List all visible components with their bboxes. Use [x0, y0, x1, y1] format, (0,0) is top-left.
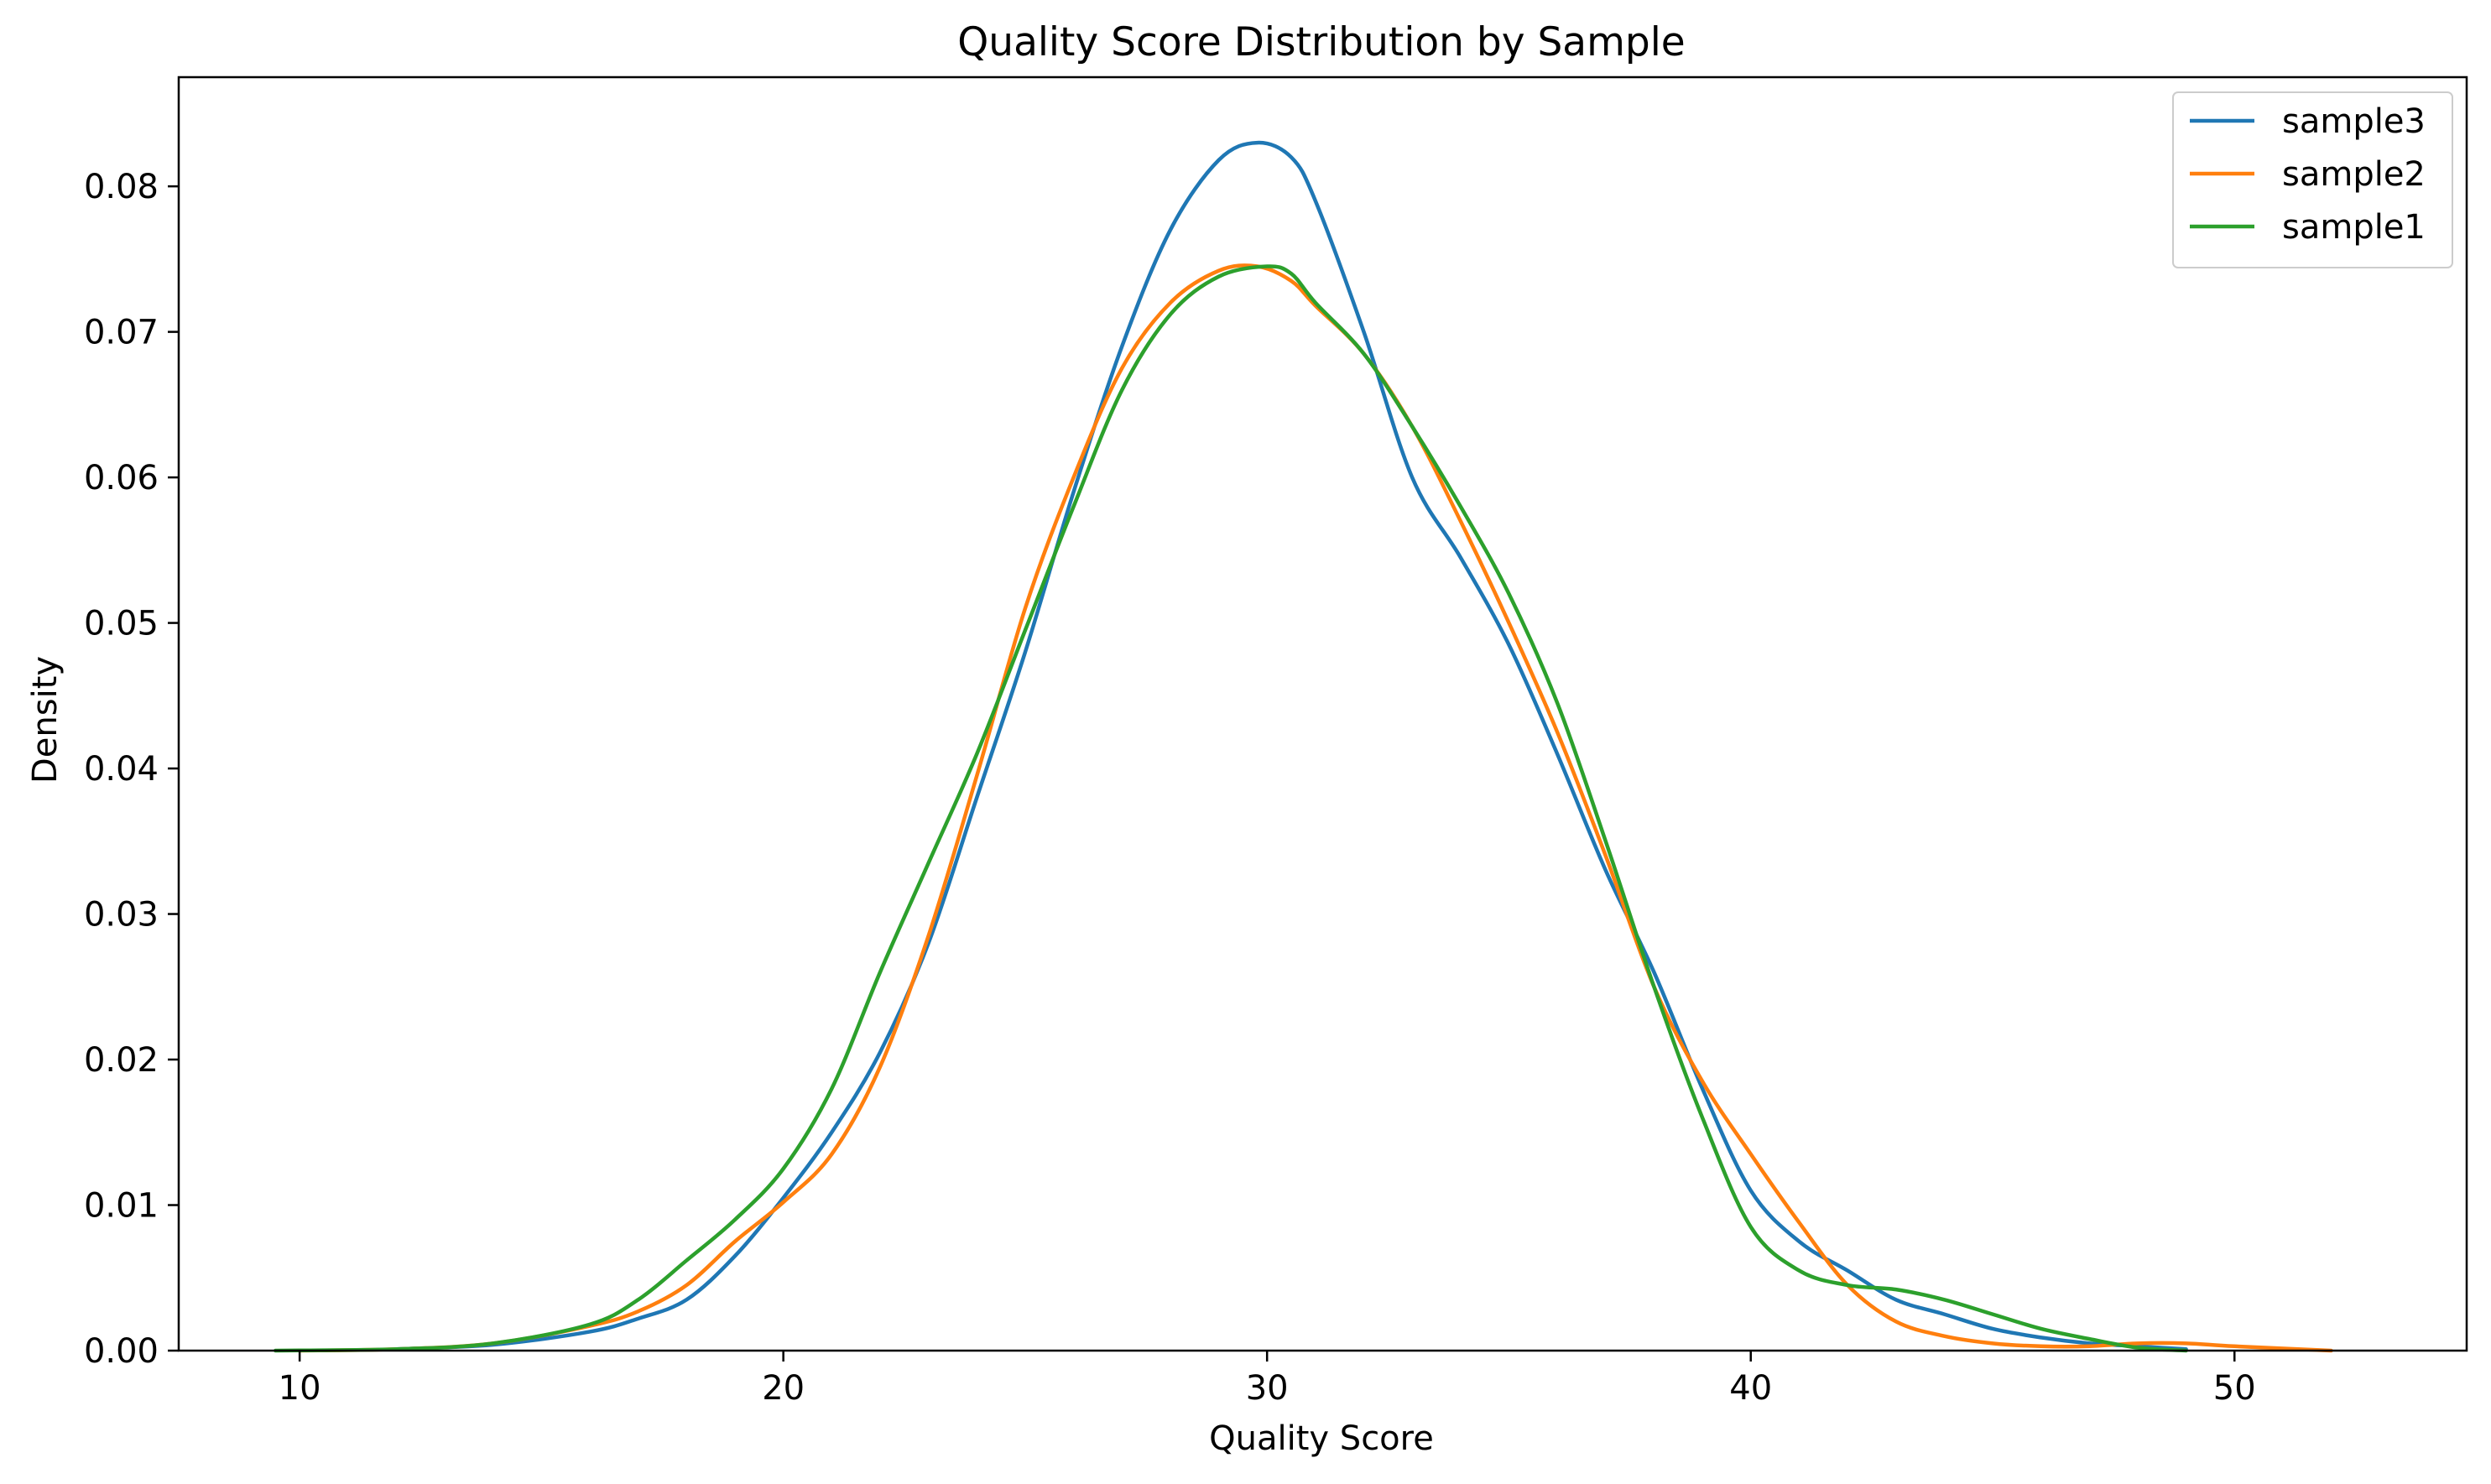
legend-label-sample1: sample1 [2282, 208, 2426, 247]
y-tick-label: 0.03 [84, 896, 159, 935]
y-tick-label: 0.07 [84, 314, 159, 352]
y-tick-label: 0.02 [84, 1041, 159, 1080]
x-tick-label: 30 [1246, 1369, 1289, 1408]
y-tick-label: 0.01 [84, 1187, 159, 1226]
axes: 10 20 30 40 50 0.00 0.01 0.02 0.03 0.04 0.05 0.06 0.… [84, 76, 2468, 1408]
y-tick-label: 0.08 [84, 168, 159, 206]
legend-label-sample2: sample2 [2282, 155, 2426, 194]
legend-box [2172, 91, 2453, 268]
series-line-sample1 [274, 264, 2188, 1353]
y-tick-label: 0.04 [84, 750, 159, 789]
y-axis-title: Density [26, 656, 65, 784]
plot-area [274, 140, 2333, 1353]
y-tick-label: 0.06 [84, 459, 159, 497]
plot-frame [177, 76, 2468, 1352]
y-tick-label: 0.00 [84, 1332, 159, 1371]
x-tick-label: 40 [1729, 1369, 1772, 1408]
y-tick-label: 0.05 [84, 605, 159, 643]
legend: sample3 sample2 sample1 [2172, 91, 2453, 268]
chart-title: Quality Score Distribution by Sample [957, 19, 1685, 65]
x-tick-label: 10 [279, 1369, 321, 1408]
x-axis-title: Quality Score [1209, 1419, 1434, 1458]
x-tick-label: 20 [762, 1369, 805, 1408]
x-tick-label: 50 [2213, 1369, 2256, 1408]
legend-label-sample3: sample3 [2282, 102, 2426, 141]
